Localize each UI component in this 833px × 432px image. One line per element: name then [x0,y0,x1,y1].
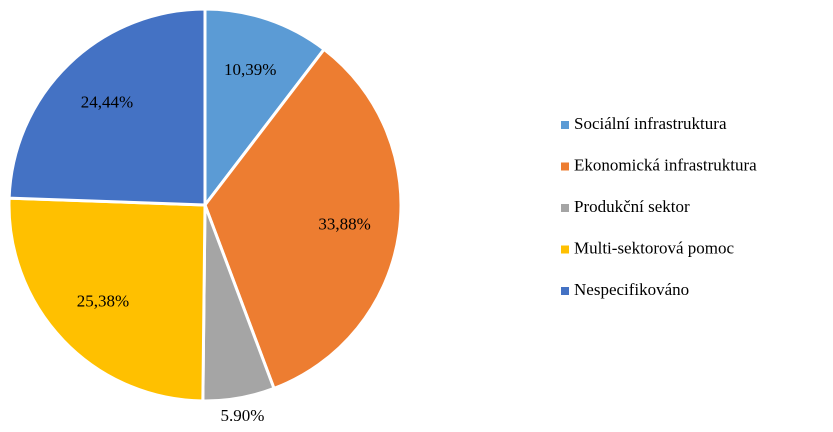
legend-swatch [561,245,569,254]
legend-label: Ekonomická infrastruktura [574,155,757,174]
pie-slice [7,7,207,207]
legend-label: Nespecifikováno [574,280,689,299]
pie-slice [7,196,207,403]
data-label: 25,38% [77,291,129,310]
legend-label: Produkční sektor [574,197,690,216]
legend-label: Sociální infrastruktura [574,114,727,133]
pie-slice [203,47,403,391]
data-label: 10,39% [224,60,276,79]
legend-swatch [561,121,569,129]
data-label: 5.90% [220,406,264,425]
legend-swatch [561,287,569,295]
pie-slice [203,7,327,210]
legend-swatch [561,204,569,212]
data-label: 33,88% [318,215,370,234]
legend-swatch [561,162,569,171]
legend-label: Multi-sektorová pomoc [574,238,735,257]
data-label: 24,44% [81,92,133,111]
